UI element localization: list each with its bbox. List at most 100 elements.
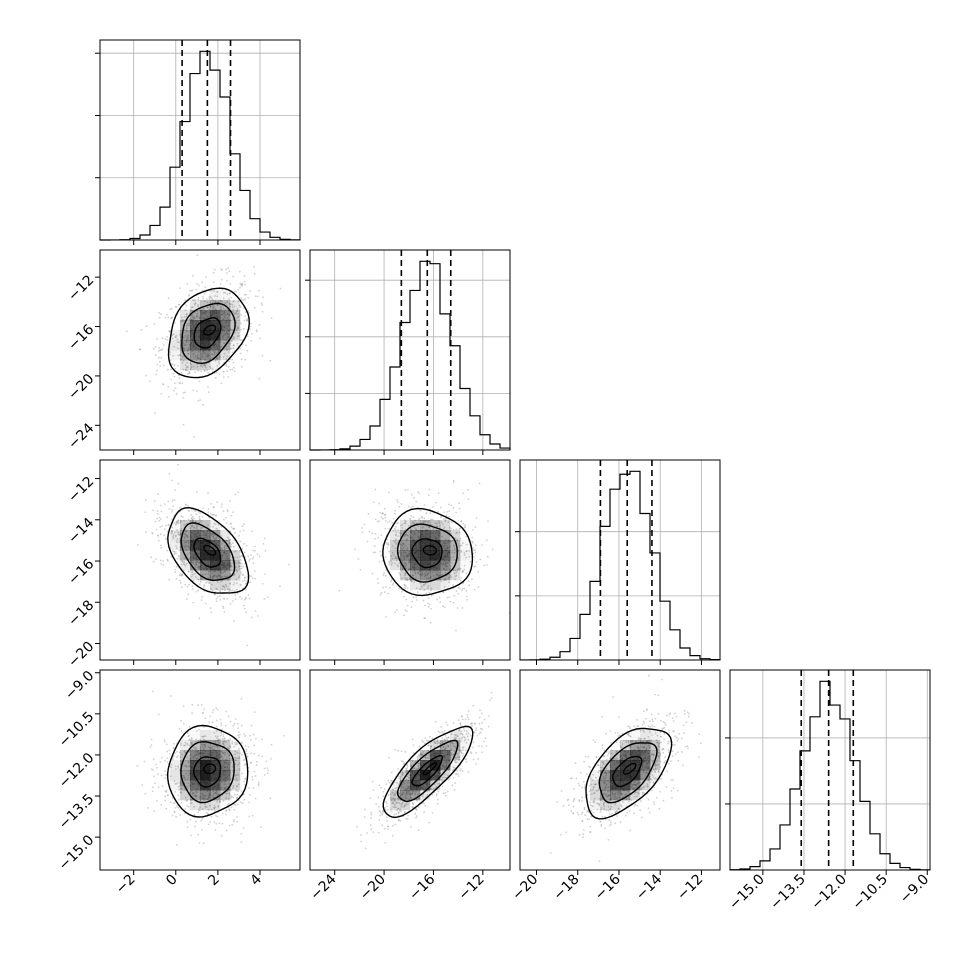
- sample-point: [473, 731, 476, 734]
- sample-point: [401, 568, 404, 570]
- sample-point: [229, 744, 232, 747]
- sample-point: [173, 811, 176, 814]
- sample-point: [177, 794, 180, 797]
- sample-point: [237, 335, 240, 337]
- sample-point: [189, 527, 192, 529]
- sample-point: [434, 522, 437, 525]
- sample-point: [145, 374, 148, 377]
- sample-point: [408, 774, 411, 777]
- sample-point: [378, 561, 381, 563]
- sample-point: [176, 781, 179, 784]
- sample-point: [406, 587, 409, 589]
- sample-point: [164, 790, 167, 793]
- sample-point: [225, 780, 227, 782]
- sample-point: [243, 319, 246, 322]
- sample-point: [193, 435, 196, 438]
- sample-point: [244, 315, 246, 318]
- sample-point: [186, 313, 188, 316]
- sample-point: [646, 772, 649, 775]
- sample-point: [211, 794, 214, 797]
- sample-point: [459, 769, 462, 772]
- sample-point: [179, 581, 182, 584]
- sample-point: [168, 353, 171, 356]
- sample-point: [410, 578, 413, 581]
- sample-point: [240, 565, 243, 568]
- sample-point: [451, 539, 454, 542]
- sample-point: [454, 759, 456, 762]
- sample-point: [213, 810, 216, 812]
- sample-point: [173, 550, 176, 553]
- sample-point: [432, 787, 435, 790]
- sample-point: [466, 599, 469, 601]
- sample-point: [229, 303, 232, 306]
- sample-point: [254, 549, 256, 552]
- sample-point: [194, 510, 197, 512]
- sample-point: [263, 773, 266, 776]
- sample-point: [438, 520, 440, 523]
- sample-point: [217, 741, 220, 744]
- density-cell: [200, 800, 211, 811]
- sample-point: [426, 577, 428, 580]
- sample-point: [169, 753, 171, 755]
- sample-point: [473, 588, 476, 591]
- sample-point: [415, 816, 417, 819]
- sample-point: [229, 738, 232, 741]
- sample-point: [225, 364, 228, 367]
- sample-point: [458, 729, 460, 732]
- sample-point: [424, 756, 427, 759]
- sample-point: [158, 516, 161, 519]
- sample-point: [199, 802, 201, 805]
- y-tick-label: −20: [65, 639, 97, 671]
- sample-point: [421, 573, 424, 576]
- sample-point: [202, 295, 205, 298]
- sample-point: [417, 806, 420, 808]
- sample-point: [373, 545, 376, 548]
- sample-point: [457, 719, 460, 722]
- sample-point: [170, 763, 173, 766]
- sample-point: [462, 570, 465, 573]
- sample-point: [381, 512, 384, 514]
- sample-point: [176, 529, 178, 531]
- sample-point: [249, 762, 252, 765]
- density-cell: [200, 760, 211, 771]
- sample-point: [220, 278, 223, 281]
- sample-point: [377, 805, 380, 808]
- sample-point: [436, 598, 439, 601]
- sample-point: [185, 522, 188, 525]
- sample-point: [465, 535, 467, 538]
- sample-point: [191, 703, 194, 706]
- density-cell: [460, 740, 471, 751]
- sample-point: [642, 729, 645, 732]
- sample-point: [157, 773, 159, 775]
- sample-point: [228, 313, 231, 316]
- sample-point: [196, 757, 198, 760]
- sample-point: [195, 390, 198, 393]
- sample-point: [228, 335, 231, 338]
- sample-point: [633, 812, 635, 815]
- sample-point: [412, 596, 415, 599]
- sample-point: [203, 743, 205, 746]
- sample-point: [174, 336, 177, 338]
- sample-point: [208, 795, 211, 798]
- sample-point: [608, 751, 610, 753]
- sample-point: [386, 538, 389, 541]
- sample-point: [167, 524, 170, 526]
- sample-point: [592, 792, 595, 794]
- sample-point: [234, 562, 237, 565]
- sample-point: [395, 525, 397, 528]
- sample-point: [193, 317, 196, 320]
- sample-point: [455, 738, 457, 741]
- sample-point: [173, 780, 176, 783]
- sample-point: [443, 776, 446, 779]
- sample-point: [184, 583, 187, 586]
- sample-point: [150, 768, 153, 771]
- sample-point: [338, 589, 341, 592]
- density-cell: [210, 360, 221, 371]
- sample-point: [140, 328, 143, 331]
- sample-point: [196, 561, 199, 563]
- sample-point: [208, 794, 210, 797]
- sample-point: [481, 721, 483, 724]
- sample-point: [160, 803, 163, 806]
- sample-point: [200, 599, 203, 602]
- sample-point: [234, 312, 237, 315]
